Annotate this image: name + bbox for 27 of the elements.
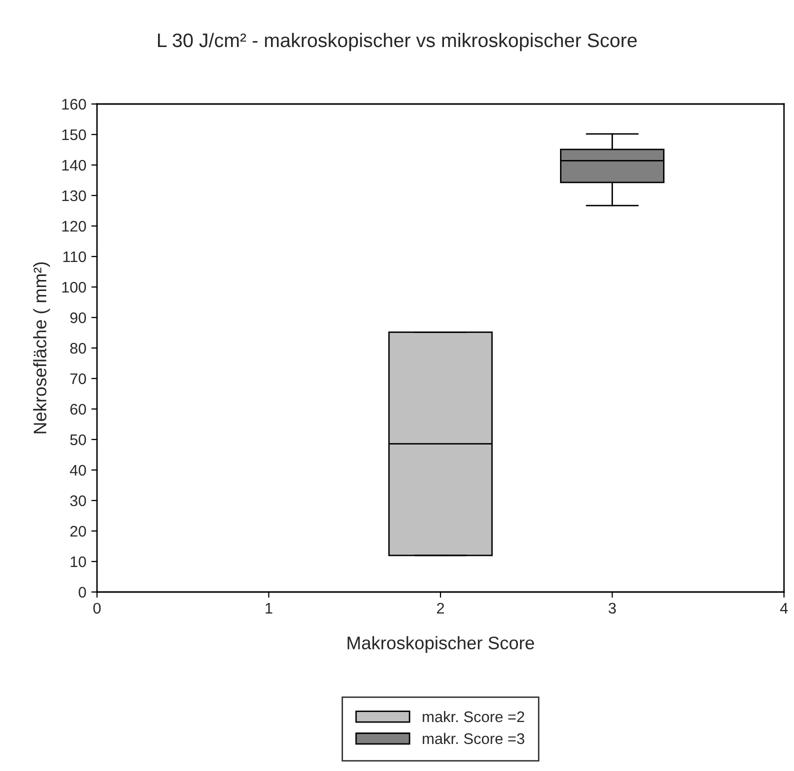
y-tick-label: 110 bbox=[63, 251, 86, 262]
y-tick-label: 30 bbox=[70, 495, 86, 506]
x-tick-label: 4 bbox=[780, 602, 788, 614]
x-tick-label: 1 bbox=[266, 602, 272, 614]
y-tick-label: 60 bbox=[70, 404, 86, 415]
legend-label: makr. Score =2 bbox=[422, 710, 524, 722]
y-tick-label: 90 bbox=[70, 312, 86, 324]
y-tick-label: 10 bbox=[70, 556, 86, 568]
y-tick-label: 150 bbox=[62, 129, 86, 140]
y-tick-label: 0 bbox=[78, 586, 86, 598]
y-tick-label: 160 bbox=[62, 98, 86, 110]
y-tick-label: 130 bbox=[62, 190, 86, 202]
y-tick-label: 40 bbox=[70, 464, 86, 476]
x-tick-label: 2 bbox=[437, 602, 444, 614]
y-tick-label: 100 bbox=[62, 282, 86, 293]
y-tick-label: 20 bbox=[70, 526, 86, 537]
y-tick-label: 50 bbox=[70, 434, 86, 446]
y-tick-label: 120 bbox=[62, 220, 86, 232]
x-axis-title: Makroskopischer Score bbox=[348, 636, 534, 653]
x-tick-label: 3 bbox=[608, 602, 616, 614]
y-tick-label: 140 bbox=[62, 160, 86, 171]
legend-label: makr. Score =3 bbox=[422, 732, 524, 744]
x-tick-label: 0 bbox=[93, 602, 101, 614]
y-tick-label: 70 bbox=[70, 373, 86, 384]
chart-title: L 30 J/cm² - makroskopischer vs mikroskopischer Score bbox=[158, 32, 637, 52]
y-axis-title: Nekrosefläche ( mm²) bbox=[33, 262, 50, 434]
y-tick-label: 80 bbox=[70, 342, 86, 354]
